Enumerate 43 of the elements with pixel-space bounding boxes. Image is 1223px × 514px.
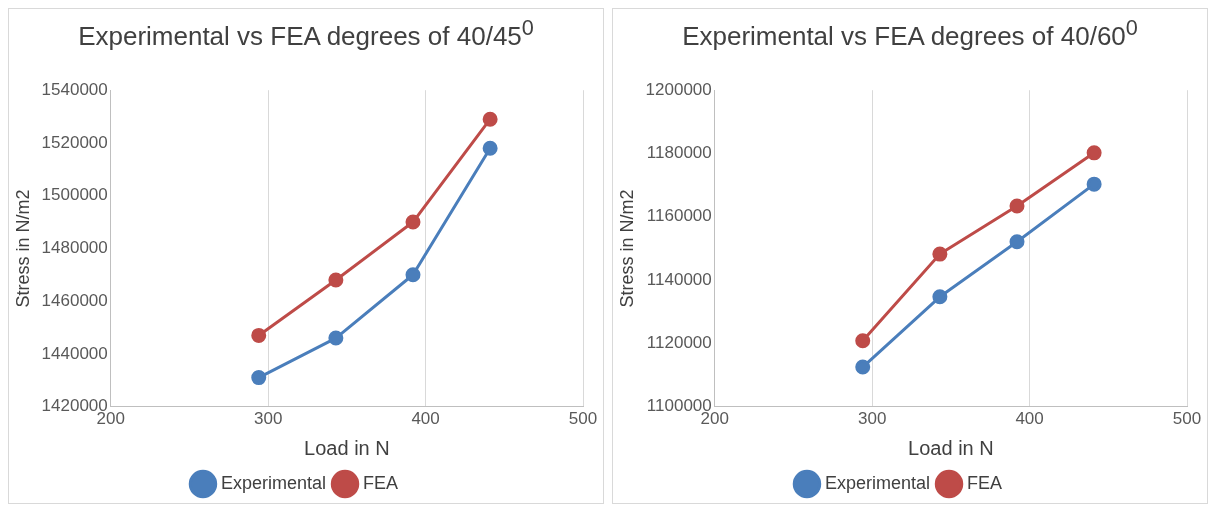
x-tick-label: 300 [254,409,283,429]
point [328,272,344,288]
point [1009,198,1025,214]
point [1086,145,1102,161]
legend-label: Experimental [824,472,931,493]
x-tick-label: 500 [568,409,598,429]
x-tick-label: 400 [411,409,440,429]
y-tick-label: 1120000 [646,333,712,353]
y-tick-label: 1540000 [41,79,108,99]
point [405,214,421,230]
x-axis-title: Load in N [908,436,994,459]
y-tick-label: 1160000 [646,206,712,226]
y-tick-label: 1140000 [646,269,712,289]
point [855,359,871,375]
x-tick-label: 300 [858,409,887,429]
point [1086,176,1102,192]
y-tick-label: 1200000 [645,79,712,99]
legend-label: FEA [967,472,1003,493]
legend-label: FEA [363,472,399,493]
point [405,267,421,283]
legend-label: Experimental [220,472,327,493]
point [932,289,948,305]
chart-title: Experimental vs FEA degrees of 40/60$^{0}$ [681,14,1139,53]
chart-title: Experimental vs FEA degrees of 40/45$^{0}$ [77,14,535,53]
x-axis-title: Load in N [304,436,390,459]
y-tick-label: 1520000 [41,132,108,152]
y-axis-title: Stress in N/m2 [12,189,33,308]
point [482,140,498,156]
y-tick-label: 1440000 [41,343,108,363]
y-tick-label: 1180000 [646,143,712,163]
point [855,333,871,349]
y-axis-title: Stress in N/m2 [616,189,637,308]
point [251,370,267,386]
point [932,246,948,262]
y-tick-label: 1480000 [41,238,108,258]
y-tick-label: 1460000 [41,290,108,310]
x-tick-label: 500 [1172,409,1202,429]
point [251,327,267,343]
x-tick-label: 400 [1015,409,1044,429]
point [1009,234,1025,250]
point [328,330,344,346]
y-tick-label: 1500000 [41,185,108,205]
point [482,111,498,127]
